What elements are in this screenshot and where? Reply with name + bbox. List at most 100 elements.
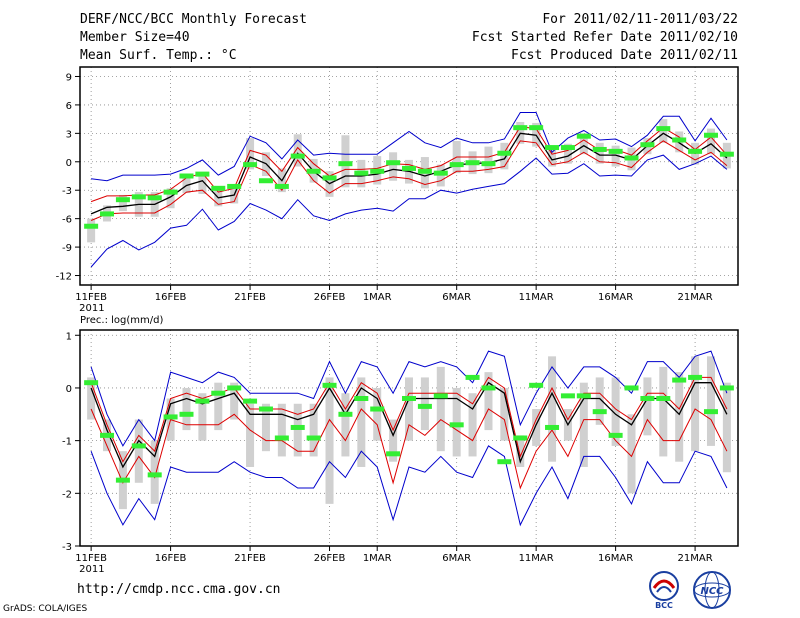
temp-spread-box (484, 146, 493, 174)
prec-ensemble-mark (688, 374, 703, 380)
prec-ensemble-mark (115, 477, 130, 483)
prec-ytick-label: -3 (62, 542, 72, 553)
temp-ensemble-mark (131, 194, 146, 200)
prec-spread-box (182, 387, 191, 431)
temp-ensemble-mark (433, 170, 448, 176)
prec-spread-box (341, 393, 350, 457)
temp-xtick-label: 6MAR (442, 292, 471, 303)
prec-spread-box (277, 403, 286, 457)
temp-ensemble-mark (560, 145, 575, 151)
temp-ensemble-mark (179, 173, 194, 179)
prec-spread-box (134, 419, 143, 483)
prec-spread-box (389, 419, 398, 462)
temp-spread-box (198, 173, 207, 195)
temp-ensemble-mark (386, 160, 401, 166)
prec-ytick-label: -2 (62, 489, 72, 500)
prec-ensemble-mark (656, 395, 671, 401)
forecast-period: For 2011/02/11-2011/03/22 (542, 12, 738, 27)
temp-spread-box (563, 143, 572, 164)
temp-ensemble-mark (402, 165, 416, 171)
temp-spread-box (182, 174, 191, 194)
prec-spread-box (452, 387, 461, 457)
prec-spread-box (261, 403, 270, 452)
prec-xtick-label: 26FEB (314, 553, 346, 564)
prec-xtick-sublabel: 2011 (79, 564, 104, 575)
temp-ensemble-mark (481, 161, 496, 167)
prec-spread-box (309, 403, 318, 457)
prec-ensemble-mark (529, 382, 544, 388)
prec-ensemble-mark (338, 411, 353, 417)
temp-ensemble-mark (322, 175, 337, 181)
temp-ensemble-mark (529, 125, 544, 131)
temp-ensemble-mark (465, 160, 480, 166)
temp-xtick-label: 21FEB (234, 292, 266, 303)
temp-spread-box (706, 128, 715, 155)
prec-ensemble-mark (449, 422, 464, 428)
fcst-started-date: Fcst Started Refer Date 2011/02/10 (471, 30, 738, 45)
prec-spread-box (643, 377, 652, 436)
temp-spread-box (166, 188, 175, 209)
temp-ytick-label: 6 (66, 101, 72, 112)
prec-spread-box (420, 377, 429, 431)
prec-spread-box (579, 382, 588, 467)
temp-ensemble-mark (576, 133, 591, 139)
prec-xtick-label: 6MAR (442, 553, 471, 564)
prec-ytick-label: 1 (66, 331, 72, 342)
prec-ensemble-mark (608, 432, 623, 438)
prec-ensemble-mark (227, 385, 242, 391)
prec-ensemble-mark (370, 406, 385, 412)
temp-ensemble-mark (672, 137, 687, 143)
temp-ensemble-mark (115, 197, 130, 203)
temp-ensemble-mark (84, 223, 99, 229)
prec-spread-box (246, 403, 255, 467)
prec-xtick-label: 21MAR (678, 553, 713, 564)
prec-ensemble-mark (402, 395, 416, 401)
temp-ensemble-mark (656, 126, 671, 132)
chart-title: DERF/NCC/BCC Monthly Forecast (80, 12, 307, 27)
member-size: Member Size=40 (80, 30, 190, 45)
temp-ensemble-mark (147, 195, 162, 201)
temp-xtick-label: 21MAR (678, 292, 713, 303)
prec-ensemble-mark (386, 451, 401, 457)
prec-ensemble-mark (147, 472, 162, 478)
temp-ensemble-mark (258, 178, 273, 184)
prec-ensemble-mark (545, 424, 560, 430)
ncc-logo: NCC (693, 571, 731, 609)
prec-ensemble-mark (433, 393, 448, 399)
prec-xtick-label: 16MAR (598, 553, 633, 564)
prec-ensemble-mark (243, 398, 258, 404)
temp-ytick-label: 3 (66, 129, 72, 140)
prec-frame (79, 329, 739, 547)
prec-xtick-label: 11MAR (519, 553, 554, 564)
temp-ensemble-mark (227, 183, 242, 189)
prec-line-upper (90, 376, 728, 463)
temp-ensemble-mark (243, 162, 258, 168)
prec-ensemble-mark (100, 432, 115, 438)
prec-spread-box (150, 440, 159, 504)
temp-ensemble-mark (290, 153, 305, 159)
temp-xtick-label: 1MAR (363, 292, 392, 303)
temp-line-min (90, 154, 728, 268)
temp-spread-box (579, 133, 588, 155)
prec-ensemble-mark (417, 403, 432, 409)
temp-line-lower (90, 140, 728, 221)
prec-spread-box (595, 377, 604, 425)
prec-spread-box (706, 356, 715, 446)
temp-ensemble-mark (513, 125, 528, 131)
bcc-logo: BCC (649, 571, 679, 610)
prec-ensemble-mark (703, 409, 718, 415)
temp-ensemble-mark (306, 168, 321, 174)
temp-ytick-label: -12 (56, 272, 72, 283)
temp-ytick-label: -9 (62, 243, 72, 254)
prec-spread-box (230, 382, 239, 420)
prec-ensemble-mark (576, 393, 591, 399)
temp-spread-box (611, 145, 620, 167)
temp-line-mean (90, 132, 728, 215)
prec-ensemble-mark (640, 395, 655, 401)
prec-line-lower (90, 408, 728, 490)
temp-ytick-label: 0 (66, 158, 72, 169)
prec-spread-box (675, 372, 684, 462)
source-url[interactable]: http://cmdp.ncc.cma.gov.cn (77, 582, 281, 597)
